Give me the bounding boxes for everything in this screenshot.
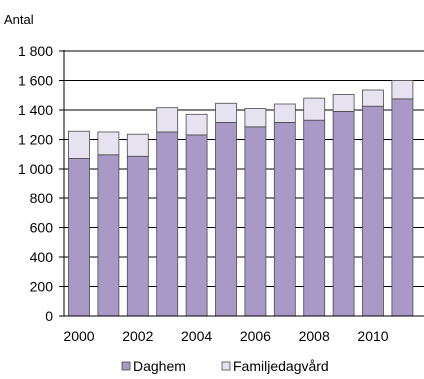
y-tick-label: 1 000 (18, 161, 53, 177)
bar-familjedagvard-2005 (215, 102, 237, 123)
bar-daghem-2007 (273, 122, 296, 317)
y-tick-label: 1 200 (18, 131, 53, 147)
legend: Daghem Familjedagvård (121, 358, 329, 374)
bar-daghem-2000 (68, 158, 90, 317)
bar-familjedagvard-2011 (391, 80, 414, 100)
bar-daghem-2001 (97, 154, 120, 317)
x-tick-label: 2010 (357, 328, 388, 344)
bar-daghem-2009 (332, 110, 355, 317)
bar-daghem-2003 (156, 131, 179, 317)
bar-familjedagvard-2010 (362, 89, 384, 107)
bar-daghem-2010 (362, 105, 384, 317)
axes (63, 50, 424, 317)
bar-daghem-2008 (303, 119, 326, 317)
bar-daghem-2004 (185, 134, 208, 317)
bar-familjedagvard-2006 (244, 108, 267, 128)
gridlines (64, 50, 424, 288)
y-tick-label: 200 (30, 279, 54, 295)
y-tick-label: 0 (45, 308, 53, 324)
bar-familjedagvard-2001 (97, 131, 120, 156)
y-tick-label: 1 400 (18, 102, 53, 118)
x-tick-label: 2002 (122, 328, 153, 344)
x-tick-label: 2008 (299, 328, 330, 344)
bar-familjedagvard-2002 (126, 133, 149, 157)
y-axis-ticks: 0 200 400 600 800 1 000 1 200 1 400 1 600 1 800 (18, 43, 64, 324)
bar-familjedagvard-2007 (273, 103, 296, 123)
bar-daghem-2005 (215, 122, 237, 317)
bar-familjedagvard-2000 (68, 130, 90, 159)
bar-familjedagvard-2004 (185, 113, 208, 136)
bars (68, 80, 414, 317)
y-tick-label: 1 600 (18, 72, 53, 88)
bar-daghem-2002 (126, 155, 149, 317)
y-axis-unit-label: Antal (4, 12, 34, 27)
legend-label-familjedagvard: Familjedagvård (233, 358, 329, 374)
bar-daghem-2006 (244, 126, 267, 317)
legend-swatch-familjedagvard (221, 361, 231, 371)
x-tick-label: 2004 (181, 328, 212, 344)
y-tick-label: 600 (30, 220, 54, 236)
x-tick-label: 2006 (240, 328, 271, 344)
y-tick-label: 1 800 (18, 43, 53, 59)
y-tick-label: 800 (30, 190, 54, 206)
x-tick-label: 2000 (63, 328, 94, 344)
bar-familjedagvard-2008 (303, 97, 326, 121)
bar-familjedagvard-2003 (156, 107, 179, 133)
bar-familjedagvard-2009 (332, 94, 355, 112)
legend-swatch-daghem (121, 361, 131, 371)
legend-label-daghem: Daghem (133, 358, 186, 374)
y-tick-label: 400 (30, 249, 54, 265)
bar-daghem-2011 (391, 98, 414, 317)
x-axis-ticks: 2000 2002 2004 2006 2008 2010 (63, 328, 388, 344)
